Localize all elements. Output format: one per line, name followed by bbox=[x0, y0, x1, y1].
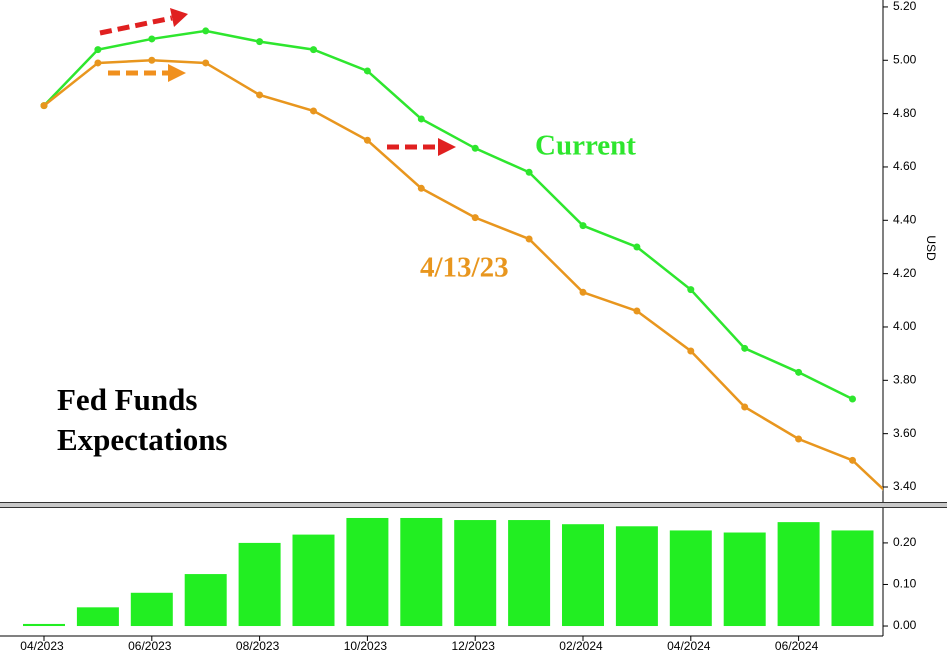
data-point bbox=[256, 91, 264, 99]
data-point bbox=[633, 243, 641, 251]
x-tick-label: 12/2023 bbox=[452, 639, 496, 653]
data-point bbox=[741, 344, 749, 352]
data-point bbox=[471, 144, 479, 152]
y-axis-label: USD bbox=[924, 235, 938, 261]
data-point bbox=[795, 435, 803, 443]
bar bbox=[130, 592, 173, 627]
bar bbox=[454, 520, 497, 627]
data-point bbox=[310, 107, 317, 115]
x-tick-label: 10/2023 bbox=[344, 639, 388, 653]
data-point bbox=[417, 115, 425, 123]
bar bbox=[346, 517, 389, 627]
data-point bbox=[40, 102, 48, 110]
data-point bbox=[579, 222, 587, 230]
bar bbox=[562, 524, 604, 627]
data-point bbox=[903, 508, 910, 515]
y-tick-label: 5.20 bbox=[893, 0, 917, 13]
series-label: 4/13/23 bbox=[420, 252, 509, 284]
x-tick-label: 06/2023 bbox=[128, 639, 172, 653]
bar bbox=[669, 530, 712, 627]
data-point bbox=[741, 403, 749, 411]
data-point bbox=[310, 46, 317, 54]
bar bbox=[615, 526, 658, 627]
y-tick-label: 5.00 bbox=[893, 52, 917, 66]
data-point bbox=[849, 456, 856, 464]
x-tick-label: 08/2023 bbox=[236, 639, 280, 653]
data-point bbox=[525, 235, 533, 243]
bar bbox=[831, 530, 874, 627]
data-point bbox=[471, 214, 479, 222]
y-tick-label: 4.80 bbox=[893, 106, 917, 120]
data-point bbox=[148, 56, 156, 64]
x-tick-label: 02/2024 bbox=[559, 639, 603, 653]
arrow bbox=[99, 8, 188, 36]
data-point bbox=[633, 307, 641, 315]
bar bbox=[400, 517, 443, 627]
y-tick-label: 4.40 bbox=[893, 212, 917, 226]
bar bbox=[777, 522, 820, 627]
x-tick-label: 04/2023 bbox=[20, 639, 64, 653]
x-tick-label: 04/2024 bbox=[667, 639, 711, 653]
data-point bbox=[94, 59, 102, 67]
data-point bbox=[363, 136, 371, 144]
y-tick-label: 3.80 bbox=[893, 372, 917, 386]
data-point bbox=[849, 395, 856, 403]
bar bbox=[184, 574, 227, 627]
y-tick-label: 3.40 bbox=[893, 479, 917, 493]
data-point bbox=[256, 38, 264, 46]
data-point bbox=[94, 46, 102, 54]
divider bbox=[0, 502, 947, 508]
bar bbox=[238, 542, 281, 627]
data-point bbox=[687, 286, 695, 294]
y-tick-label: 4.20 bbox=[893, 266, 917, 280]
y-tick-label: 0.10 bbox=[893, 577, 917, 591]
x-tick-label: 06/2024 bbox=[775, 639, 819, 653]
bar bbox=[76, 607, 119, 627]
plot-area bbox=[40, 27, 910, 515]
series-line bbox=[43, 29, 854, 401]
data-point bbox=[363, 67, 371, 75]
data-point bbox=[417, 184, 425, 192]
data-point bbox=[202, 27, 210, 35]
data-point bbox=[687, 347, 695, 355]
data-point bbox=[525, 168, 533, 176]
y-tick-label: 4.00 bbox=[893, 319, 917, 333]
y-tick-label: 0.00 bbox=[893, 618, 917, 632]
bar bbox=[508, 520, 551, 627]
y-tick-label: 0.20 bbox=[893, 535, 917, 549]
series-label: Current bbox=[535, 130, 636, 162]
y-tick-label: 3.60 bbox=[893, 426, 917, 440]
data-point bbox=[148, 35, 156, 43]
data-point bbox=[579, 288, 587, 296]
bar bbox=[23, 623, 65, 627]
y-tick-label: 4.60 bbox=[893, 159, 917, 173]
bar bbox=[292, 534, 335, 627]
arrow bbox=[108, 64, 186, 82]
data-point bbox=[795, 368, 803, 376]
data-point bbox=[202, 59, 210, 67]
bar bbox=[723, 532, 766, 627]
arrow bbox=[387, 138, 456, 156]
chart-title: Fed Funds Expectations bbox=[57, 382, 228, 457]
